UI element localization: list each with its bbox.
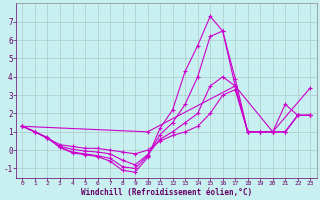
X-axis label: Windchill (Refroidissement éolien,°C): Windchill (Refroidissement éolien,°C) <box>81 188 252 197</box>
